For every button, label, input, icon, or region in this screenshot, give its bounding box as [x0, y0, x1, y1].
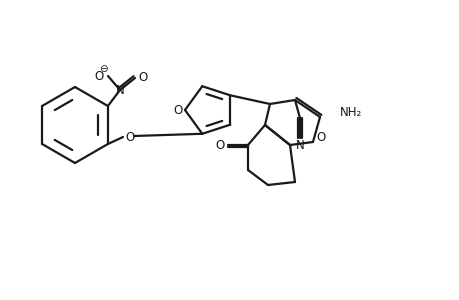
Text: O: O	[125, 130, 134, 143]
Text: O: O	[94, 70, 103, 83]
Text: ⊖: ⊖	[98, 64, 107, 74]
Text: O: O	[316, 130, 325, 143]
Text: NH₂: NH₂	[339, 106, 362, 118]
Text: O: O	[215, 139, 224, 152]
Text: N: N	[115, 83, 124, 97]
Text: O: O	[138, 70, 147, 83]
Text: N: N	[295, 139, 304, 152]
Text: O: O	[173, 103, 182, 116]
